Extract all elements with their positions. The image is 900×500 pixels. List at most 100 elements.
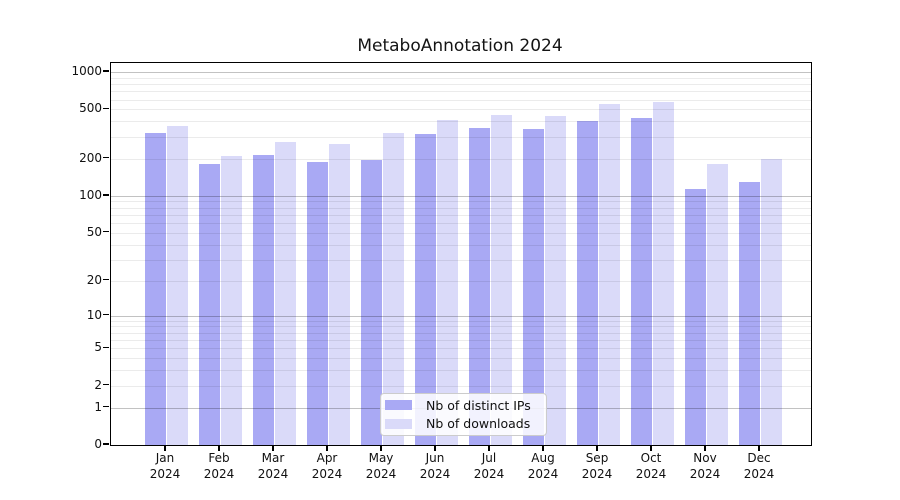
gridline-minor	[111, 358, 811, 360]
gridline-minor	[111, 244, 811, 246]
y-axis-tick-label: 0	[94, 437, 102, 451]
y-axis-tick-label: 50	[86, 224, 102, 239]
x-axis-tick-label: May 2024	[365, 451, 397, 481]
bar-distinct-ips	[360, 159, 382, 445]
y-tick-mark	[103, 70, 109, 72]
bar-downloads	[166, 126, 188, 445]
x-tick-mark	[434, 445, 436, 451]
y-axis-tick-label: 100	[79, 187, 102, 202]
bar-distinct-ips	[306, 161, 328, 445]
x-axis-tick-label: Mar 2024	[257, 451, 289, 481]
legend-item-distinct-ips: Nb of distinct IPs	[385, 398, 540, 413]
bar-downloads	[598, 103, 620, 445]
x-tick-mark	[758, 445, 760, 451]
x-tick-mark	[542, 445, 544, 451]
x-tick-mark	[596, 445, 598, 451]
bar-distinct-ips	[252, 154, 274, 445]
legend-item-downloads: Nb of downloads	[385, 416, 540, 431]
gridline-minor	[111, 121, 811, 123]
y-axis-tick-label: 5	[94, 340, 102, 355]
x-axis-tick-label: Jun 2024	[419, 451, 451, 481]
x-axis-tick-label: Jul 2024	[473, 451, 505, 481]
gridline-major	[111, 315, 811, 317]
x-axis-tick-label: Apr 2024	[311, 451, 343, 481]
x-tick-mark	[380, 445, 382, 451]
bar-distinct-ips	[468, 127, 490, 445]
bar-distinct-ips	[630, 117, 652, 445]
gridline-minor	[111, 223, 811, 224]
gridline-minor	[111, 339, 811, 341]
gridline-minor	[111, 84, 811, 85]
y-tick-mark	[103, 443, 109, 445]
gridline-minor	[111, 77, 811, 79]
y-tick-mark	[103, 313, 109, 316]
bar-distinct-ips	[684, 188, 706, 445]
bar-downloads	[760, 158, 782, 445]
x-axis-tick-label: Feb 2024	[203, 451, 235, 481]
gridline-minor	[111, 207, 811, 209]
gridline-minor	[111, 232, 811, 234]
x-tick-mark	[218, 445, 220, 451]
bar-downloads	[220, 155, 242, 445]
gridline-minor	[111, 214, 811, 216]
gridline-minor	[111, 326, 811, 328]
legend-swatch-distinct-ips	[385, 400, 412, 411]
bar-distinct-ips	[576, 121, 598, 445]
gridline-minor	[111, 332, 811, 334]
bar-distinct-ips	[198, 164, 220, 445]
x-tick-mark	[326, 445, 328, 451]
y-axis-tick-label: 2	[94, 377, 102, 392]
gridline-minor	[111, 348, 811, 350]
gridline-minor	[111, 91, 811, 93]
y-tick-mark	[103, 156, 109, 159]
bar-distinct-ips	[144, 133, 166, 445]
gridline-minor	[111, 136, 811, 138]
y-tick-mark	[103, 230, 109, 233]
gridline-minor	[111, 158, 811, 160]
bar-downloads	[328, 143, 350, 445]
y-axis-tick-label: 20	[86, 272, 102, 287]
bar-downloads	[490, 114, 512, 445]
x-axis-tick-label: Nov 2024	[689, 451, 721, 481]
y-axis-tick-label: 10	[86, 307, 102, 322]
legend: Nb of distinct IPs Nb of downloads	[380, 393, 547, 436]
bar-downloads	[706, 163, 728, 445]
legend-label-downloads: Nb of downloads	[426, 416, 531, 432]
x-tick-mark	[272, 445, 274, 451]
y-tick-mark	[103, 278, 109, 281]
y-tick-mark	[103, 194, 109, 196]
plot-area	[110, 62, 812, 446]
y-tick-mark	[103, 405, 109, 408]
gridline-minor	[111, 109, 811, 111]
gridline-minor	[111, 259, 811, 261]
gridline-minor	[111, 320, 811, 322]
gridline-major	[111, 195, 811, 197]
y-tick-mark	[103, 383, 109, 386]
y-tick-mark	[103, 346, 109, 348]
bar-downloads	[436, 119, 458, 445]
y-axis-tick-label: 1000	[71, 63, 102, 78]
gridline-major	[111, 71, 811, 73]
x-tick-mark	[488, 445, 490, 451]
x-axis-tick-label: Aug 2024	[527, 451, 559, 481]
bar-distinct-ips	[522, 128, 544, 445]
chart-title: MetaboAnnotation 2024	[357, 36, 563, 56]
x-axis-tick-label: Dec 2024	[743, 451, 775, 481]
bar-downloads	[652, 101, 674, 445]
bar-downloads	[274, 142, 296, 445]
y-axis-tick-label: 1	[94, 399, 102, 414]
x-axis-tick-label: Oct 2024	[635, 451, 667, 481]
y-axis-tick-label: 500	[79, 101, 102, 116]
gridline-minor	[111, 385, 811, 387]
x-axis-tick-label: Sep 2024	[581, 451, 613, 481]
gridline-minor	[111, 99, 811, 101]
gridline-minor	[111, 201, 811, 203]
bar-downloads	[544, 115, 566, 445]
x-tick-mark	[164, 445, 166, 451]
x-tick-mark	[704, 445, 706, 451]
legend-swatch-downloads	[385, 418, 412, 429]
x-tick-mark	[650, 445, 652, 451]
bar-downloads	[382, 132, 404, 445]
gridline-minor	[111, 280, 811, 282]
